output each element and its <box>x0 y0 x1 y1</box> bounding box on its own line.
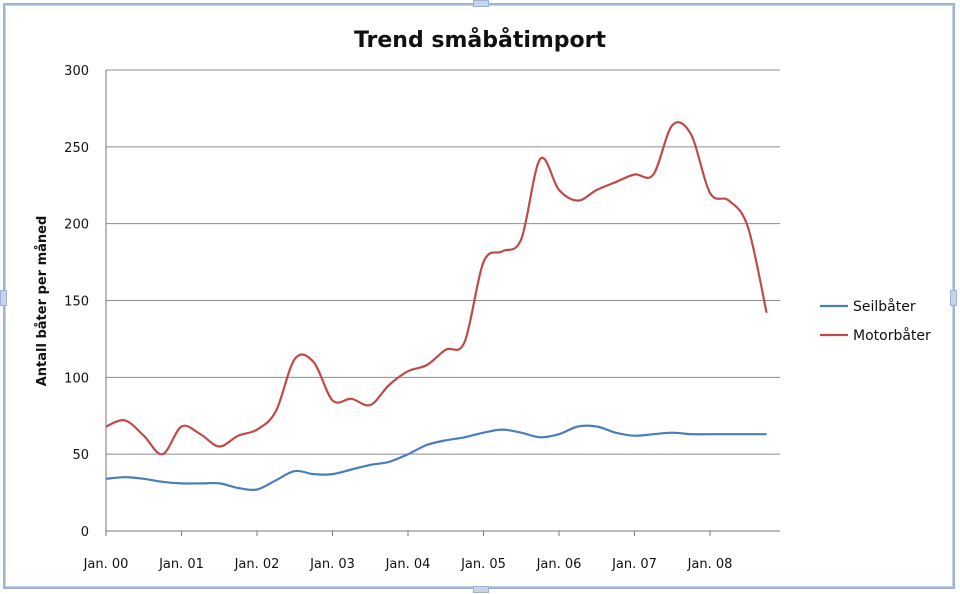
series-line-2 <box>105 121 768 456</box>
y-tick-label: 200 <box>64 218 89 233</box>
chart-frame <box>3 3 955 589</box>
x-tick-label: Jan. 00 <box>83 557 129 572</box>
chart-title: Trend småbåtimport <box>354 27 607 53</box>
y-tick-label: 0 <box>81 525 89 540</box>
resize-handle-top[interactable] <box>473 0 489 7</box>
x-tick-label: Jan. 05 <box>460 557 506 572</box>
y-tick-label: 50 <box>72 448 89 463</box>
x-tick-label: Jan. 07 <box>611 557 657 572</box>
legend: Seilbåter Motorbåter <box>820 298 931 344</box>
y-axis-ticks: 0 50 100 150 200 250 300 <box>64 64 89 540</box>
x-tick-label: Jan. 02 <box>234 557 280 572</box>
y-tick-label: 250 <box>64 141 89 156</box>
x-axis-ticks: Jan. 00 Jan. 01 Jan. 02 Jan. 03 Jan. 04 Jan. … <box>83 531 733 572</box>
resize-handle-left[interactable] <box>0 290 7 306</box>
legend-label: Motorbåter <box>853 327 931 344</box>
resize-handle-bottom[interactable] <box>473 586 489 593</box>
resize-handle-right[interactable] <box>950 290 957 306</box>
legend-label: Seilbåter <box>853 298 916 315</box>
x-tick-label: Jan. 08 <box>687 557 733 572</box>
x-tick-label: Jan. 01 <box>158 557 204 572</box>
series-lines <box>105 121 768 492</box>
x-tick-label: Jan. 03 <box>309 557 355 572</box>
x-tick-label: Jan. 04 <box>385 557 431 572</box>
y-tick-label: 100 <box>64 371 89 386</box>
y-tick-label: 150 <box>64 295 89 310</box>
x-tick-label: Jan. 06 <box>536 557 582 572</box>
grid <box>105 69 780 532</box>
y-tick-label: 300 <box>64 64 89 79</box>
y-axis-label: Antall båter per måned <box>35 216 50 387</box>
series-line-1 <box>105 424 767 492</box>
